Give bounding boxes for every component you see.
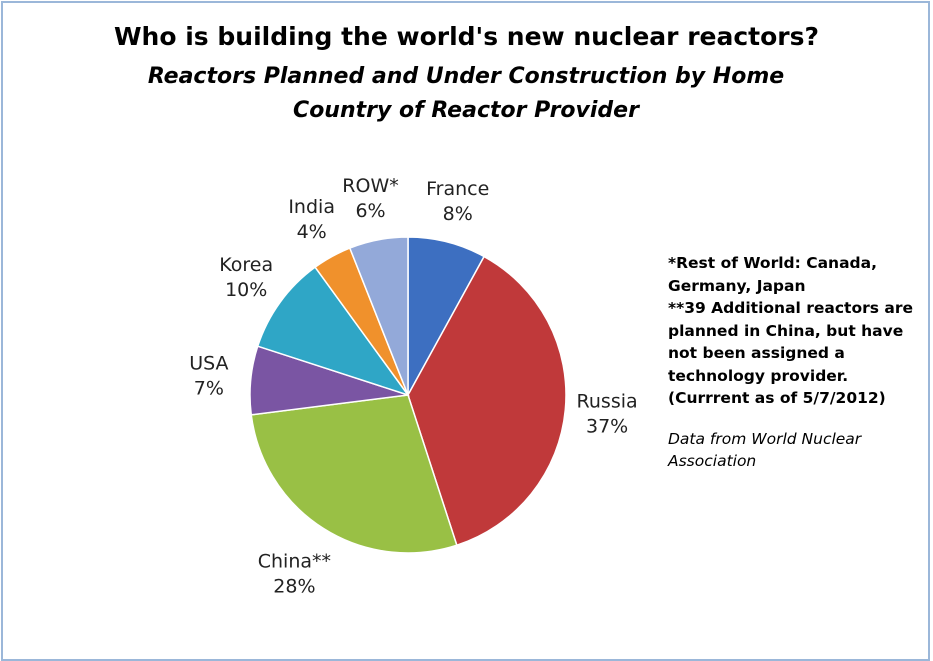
slice-label: India <box>288 196 335 218</box>
slice-value-label: 6% <box>355 200 385 222</box>
note: Data from World Nuclear Association <box>668 429 862 471</box>
slice-label: China** <box>258 550 331 572</box>
slice-value-label: 8% <box>443 203 473 225</box>
slice-label: Russia <box>577 390 638 412</box>
slice-value-label: 37% <box>586 415 628 437</box>
slice-value-label: 7% <box>194 378 224 400</box>
slice-value-label: 4% <box>297 221 327 243</box>
pie-slice <box>250 394 458 554</box>
chart: France 8% Russia 37% China** 28% USA 7% Korea 10%… <box>189 175 638 597</box>
notes: *Rest of World: Canada, Germany, Japan *… <box>668 252 930 473</box>
note: *Rest of World: Canada, Germany, Japan <box>668 254 877 295</box>
chart-title: Who is building the world's new nuclear … <box>113 22 820 51</box>
chart-subtitle: Reactors Planned and Under Construction … <box>147 64 785 123</box>
slice-value-label: 28% <box>273 575 315 597</box>
pie-slice <box>348 236 409 396</box>
slice-label: France <box>426 178 489 200</box>
pie-slice <box>256 266 410 397</box>
slice-label: Korea <box>219 254 273 276</box>
slice-label: USA <box>189 353 228 375</box>
note: **39 Additional reactors are planned in … <box>668 299 913 407</box>
slice-value-label: 10% <box>225 279 267 301</box>
pie-slice <box>407 255 567 547</box>
slice-label: ROW* <box>342 175 398 197</box>
